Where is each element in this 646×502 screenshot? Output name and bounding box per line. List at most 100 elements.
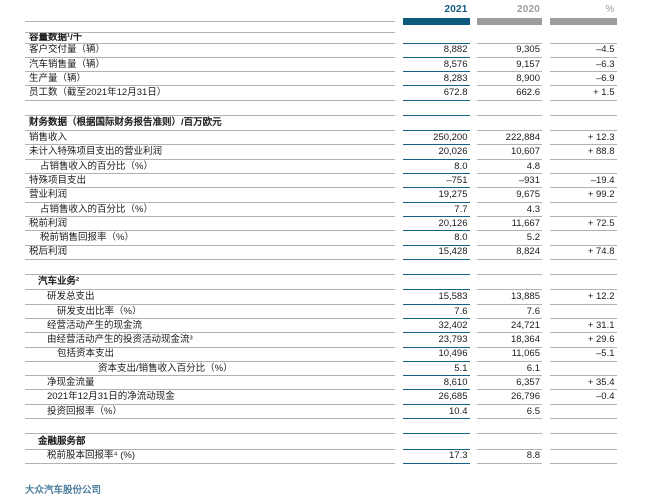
value-2021 (402, 418, 470, 433)
table-row: 税前利润 20,126 11,667 + 72.5 (25, 215, 617, 230)
row-label: 投资回报率（%） (25, 403, 395, 418)
row-label: 客户交付量（辆） (25, 42, 395, 57)
value-2020: 9,157 (477, 56, 542, 71)
table-row: 汽车销售量（辆） 8,576 9,157 –6.3 (25, 56, 617, 71)
value-2021: 7.7 (402, 201, 470, 216)
value-2021: 15,428 (402, 244, 470, 259)
row-label: 销售收入 (25, 130, 395, 144)
value-2021: 20,026 (402, 144, 470, 158)
value-2020: 8,824 (477, 244, 542, 259)
row-label (25, 418, 395, 433)
value-2021 (402, 462, 470, 471)
value-percent-change: + 29.6 (549, 332, 617, 346)
section-header-row: 财务数据（根据国际财务报告准则）/百万欧元 (25, 114, 617, 131)
value-2020: 6.5 (477, 403, 542, 418)
table-row: 特殊项目支出 –751 –931 –19.4 (25, 173, 617, 187)
value-2020 (477, 32, 542, 43)
row-label: 金融服务部 (25, 433, 395, 449)
value-2020: 6,357 (477, 375, 542, 389)
value-2021 (402, 114, 470, 131)
section-header-row: 容量数据¹/千 (25, 32, 617, 43)
value-percent-change (549, 403, 617, 418)
value-2020 (477, 462, 542, 471)
value-2021: 672.8 (402, 85, 470, 99)
row-label: 特殊项目支出 (25, 173, 395, 187)
value-percent-change: + 74.8 (549, 244, 617, 259)
value-percent-change: –19.4 (549, 173, 617, 187)
row-label: 研发支出比率（%） (25, 303, 395, 318)
value-percent-change (549, 462, 617, 471)
key-figures-table: 2021 2020 % 容量数据¹/千 客户交付量（辆） 8,882 9,305 –4.… (25, 4, 617, 471)
row-label: 包括资本支出 (25, 346, 395, 361)
row-label: 税前销售回报率（%） (25, 230, 395, 244)
table-row: 税后利润 15,428 8,824 + 74.8 (25, 244, 617, 259)
table-row: 销售收入 250,200 222,884 + 12.3 (25, 130, 617, 144)
row-label: 税前利润 (25, 215, 395, 230)
company-name: 大众汽车股份公司 (25, 485, 102, 496)
value-2021: 26,685 (402, 389, 470, 403)
value-2020: 11,667 (477, 215, 542, 230)
section-header-row: 金融服务部 (25, 433, 617, 449)
row-label: 占销售收入的百分比（%） (25, 158, 395, 173)
table-row: 营业利润 19,275 9,675 + 99.2 (25, 187, 617, 201)
value-2020: 4.8 (477, 158, 542, 173)
table-row: 由经营活动产生的投资活动现金流³ 23,793 18,364 + 29.6 (25, 332, 617, 346)
table-row: 研发支出比率（%） 7.6 7.6 (25, 303, 617, 318)
row-label (25, 462, 395, 471)
section-header-row: 汽车业务² (25, 273, 617, 290)
column-header-2021: 2021 (444, 4, 468, 15)
value-percent-change: –6.9 (549, 71, 617, 85)
row-label: 汽车销售量（辆） (25, 56, 395, 71)
value-2020: 5.2 (477, 230, 542, 244)
value-2021: 8.0 (402, 158, 470, 173)
value-2021: 5.1 (402, 360, 470, 375)
value-2021: 10,496 (402, 346, 470, 361)
table-row: 税前销售回报率（%） 8.0 5.2 (25, 230, 617, 244)
value-percent-change (549, 273, 617, 290)
value-2021 (402, 99, 470, 115)
label-column-spacer (25, 4, 395, 16)
value-2020: 11,065 (477, 346, 542, 361)
value-2020: 8.8 (477, 448, 542, 463)
table-row: 资本支出/销售收入百分比（%） 5.1 6.1 (25, 360, 617, 375)
row-label: 生产量（辆） (25, 71, 395, 85)
bar-2020 (477, 18, 542, 25)
value-2020 (477, 99, 542, 115)
row-label: 营业利润 (25, 187, 395, 201)
column-header-bars (25, 18, 617, 25)
value-percent-change (549, 114, 617, 131)
value-2020: 222,884 (477, 130, 542, 144)
table-row: 税前股本回报率⁴ (%) 17.3 8.8 (25, 448, 617, 463)
table-row: 员工数（截至2021年12月31日） 672.8 662.6 + 1.5 (25, 85, 617, 99)
table-row: 研发总支出 15,583 13,885 + 12.2 (25, 289, 617, 303)
row-label: 资本支出/销售收入百分比（%） (25, 360, 395, 375)
rule-row (25, 99, 617, 115)
bar-percent (549, 18, 617, 25)
value-2020: 13,885 (477, 289, 542, 303)
value-2020: 18,364 (477, 332, 542, 346)
value-2020: 6.1 (477, 360, 542, 375)
value-2021: 10.4 (402, 403, 470, 418)
value-2021: 250,200 (402, 130, 470, 144)
rule-row (25, 418, 617, 433)
column-headers: 2021 2020 % (25, 4, 617, 16)
row-label: 2021年12月31日的净流动现金 (25, 389, 395, 403)
value-2020: 9,675 (477, 187, 542, 201)
table-rows: 容量数据¹/千 客户交付量（辆） 8,882 9,305 –4.5 汽车销售量（辆） 8,5… (25, 32, 617, 471)
column-header-2020: 2020 (516, 4, 540, 15)
value-2020 (477, 418, 542, 433)
label-column-rule (25, 18, 395, 25)
value-2021: 23,793 (402, 332, 470, 346)
row-label: 财务数据（根据国际财务报告准则）/百万欧元 (25, 114, 395, 131)
value-2021: 7.6 (402, 303, 470, 318)
table-row: 包括资本支出 10,496 11,065 –5.1 (25, 346, 617, 361)
table-row: 经营活动产生的现金流 32,402 24,721 + 31.1 (25, 317, 617, 332)
row-label: 经营活动产生的现金流 (25, 317, 395, 332)
value-2020: 7.6 (477, 303, 542, 318)
value-percent-change: –6.3 (549, 56, 617, 71)
table-row: 生产量（辆） 8,283 8,900 –6.9 (25, 71, 617, 85)
value-2021 (403, 32, 470, 43)
value-percent-change (549, 230, 617, 244)
table-row: 客户交付量（辆） 8,882 9,305 –4.5 (25, 42, 617, 57)
